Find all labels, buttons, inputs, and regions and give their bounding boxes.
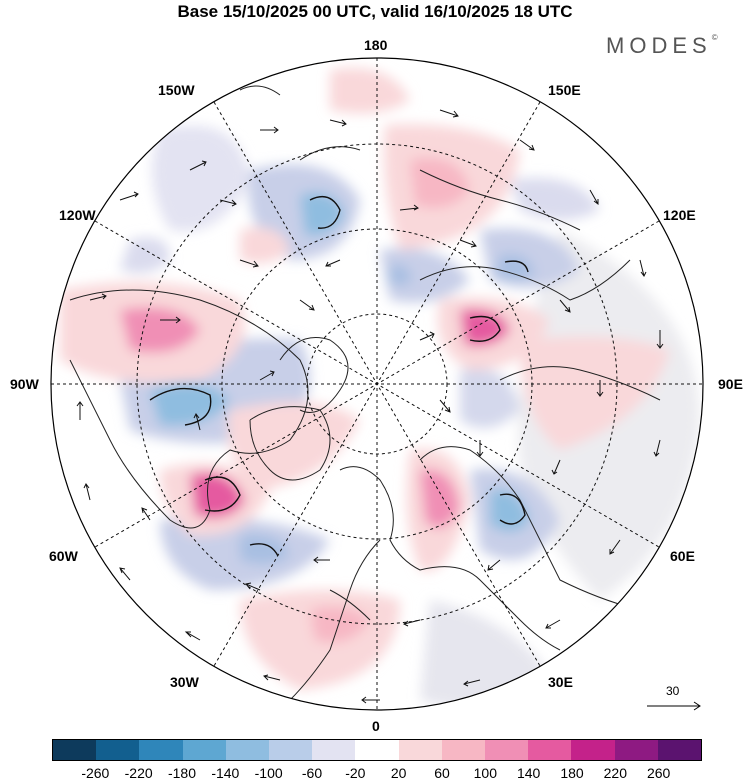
graticule bbox=[51, 58, 703, 710]
label-0: 0 bbox=[372, 718, 380, 734]
colorbar-tick-label: -100 bbox=[254, 765, 283, 781]
label-30w: 30W bbox=[170, 674, 199, 690]
colorbar-segment bbox=[355, 740, 399, 760]
modes-logo: MODES© bbox=[606, 33, 718, 58]
colorbar-segment bbox=[53, 740, 97, 760]
map-border bbox=[50, 57, 704, 711]
colorbar-segment bbox=[312, 740, 356, 760]
colorbar-tick-label: 60 bbox=[434, 765, 450, 781]
colorbar-tick-label: -20 bbox=[345, 765, 366, 781]
streamlines bbox=[149, 196, 529, 557]
label-60e: 60E bbox=[670, 548, 695, 564]
colorbar-tick-label: 220 bbox=[603, 765, 628, 781]
colorbar bbox=[52, 739, 702, 761]
map-title: Base 15/10/2025 00 UTC, valid 16/10/2025… bbox=[177, 2, 573, 21]
colorbar-tick-label: 100 bbox=[473, 765, 498, 781]
colorbar-ticks: -260 -220 -180 -140 -100 -60 -20 20 60 100 140 180 2… bbox=[0, 765, 750, 783]
label-60w: 60W bbox=[49, 548, 78, 564]
label-180: 180 bbox=[364, 37, 388, 53]
label-90w: 90W bbox=[10, 376, 39, 392]
colorbar-tick-label: 20 bbox=[390, 765, 407, 781]
colorbar-tick-label: -60 bbox=[301, 765, 323, 781]
colorbar-tick-label: 260 bbox=[646, 765, 671, 781]
label-150e: 150E bbox=[548, 82, 581, 98]
colorbar-tick-label: 180 bbox=[560, 765, 584, 781]
colorbar-segment bbox=[614, 740, 658, 760]
colorbar-segment bbox=[269, 740, 313, 760]
colorbar-segment bbox=[441, 740, 486, 760]
colorbar-tick-label: -260 bbox=[81, 765, 110, 781]
colorbar-segment bbox=[182, 740, 226, 760]
colorbar-segment bbox=[528, 740, 572, 760]
label-120w: 120W bbox=[59, 207, 96, 223]
colorbar-segment bbox=[398, 740, 442, 760]
colorbar-segment bbox=[485, 740, 529, 760]
colorbar-segment bbox=[571, 740, 615, 760]
colorbar-tick-label: -140 bbox=[211, 765, 240, 781]
reference-vector-arrow bbox=[647, 701, 701, 711]
colorbar-segment bbox=[225, 740, 270, 760]
wind-vectors bbox=[76, 109, 664, 704]
label-30e: 30E bbox=[548, 674, 573, 690]
colorbar-segment bbox=[657, 740, 702, 760]
colorbar-tick-label: 140 bbox=[516, 765, 541, 781]
colorbar-segment bbox=[96, 740, 140, 760]
colorbar-tick-label: -220 bbox=[124, 765, 153, 781]
colorbar-tick-label: -180 bbox=[167, 765, 197, 781]
reference-vector-label: 30 bbox=[666, 684, 680, 698]
label-90e: 90E bbox=[718, 376, 743, 392]
label-120e: 120E bbox=[663, 207, 696, 223]
label-150w: 150W bbox=[158, 82, 195, 98]
colorbar-segment bbox=[139, 740, 183, 760]
